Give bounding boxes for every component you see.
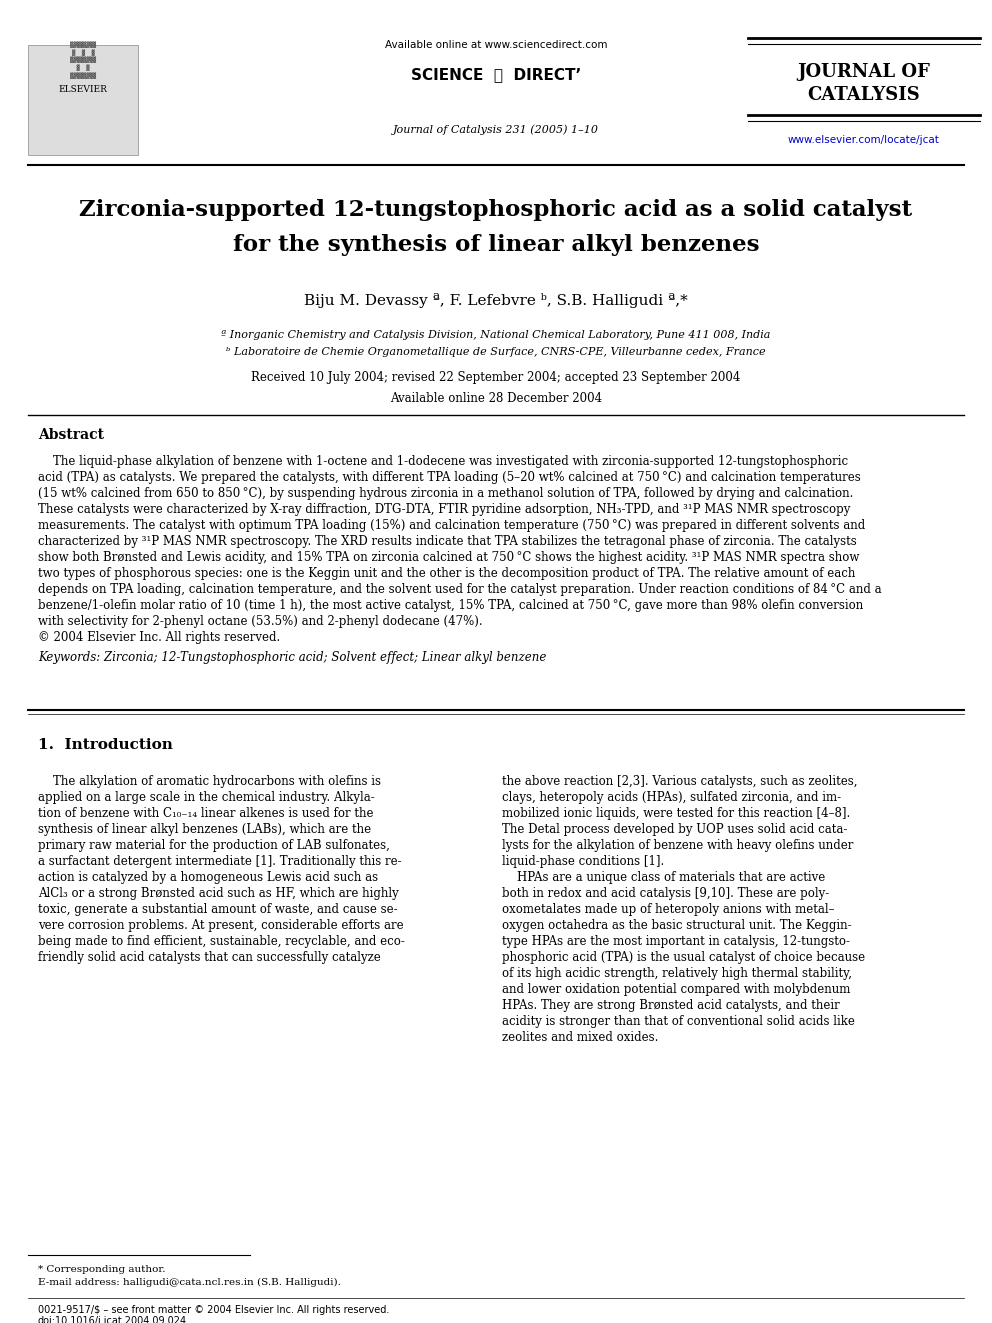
Text: Available online 28 December 2004: Available online 28 December 2004: [390, 392, 602, 405]
FancyBboxPatch shape: [28, 45, 138, 155]
Text: phosphoric acid (TPA) is the usual catalyst of choice because: phosphoric acid (TPA) is the usual catal…: [502, 951, 865, 964]
Text: action is catalyzed by a homogeneous Lewis acid such as: action is catalyzed by a homogeneous Lew…: [38, 871, 378, 884]
Text: both in redox and acid catalysis [9,10]. These are poly-: both in redox and acid catalysis [9,10].…: [502, 886, 829, 900]
Text: E-mail address: halligudi@cata.ncl.res.in (S.B. Halligudi).: E-mail address: halligudi@cata.ncl.res.i…: [38, 1278, 341, 1287]
Text: www.elsevier.com/locate/jcat: www.elsevier.com/locate/jcat: [788, 135, 940, 146]
Text: acidity is stronger than that of conventional solid acids like: acidity is stronger than that of convent…: [502, 1015, 855, 1028]
Text: lysts for the alkylation of benzene with heavy olefins under: lysts for the alkylation of benzene with…: [502, 839, 853, 852]
Text: measurements. The catalyst with optimum TPA loading (15%) and calcination temper: measurements. The catalyst with optimum …: [38, 519, 865, 532]
Text: mobilized ionic liquids, were tested for this reaction [4–8].: mobilized ionic liquids, were tested for…: [502, 807, 850, 820]
Text: Keywords: Zirconia; 12-Tungstophosphoric acid; Solvent effect; Linear alkyl benz: Keywords: Zirconia; 12-Tungstophosphoric…: [38, 651, 547, 664]
Text: HPAs. They are strong Brønsted acid catalysts, and their: HPAs. They are strong Brønsted acid cata…: [502, 999, 840, 1012]
Text: being made to find efficient, sustainable, recyclable, and eco-: being made to find efficient, sustainabl…: [38, 935, 405, 949]
Text: primary raw material for the production of LAB sulfonates,: primary raw material for the production …: [38, 839, 390, 852]
Text: the above reaction [2,3]. Various catalysts, such as zeolites,: the above reaction [2,3]. Various cataly…: [502, 775, 857, 789]
Text: of its high acidic strength, relatively high thermal stability,: of its high acidic strength, relatively …: [502, 967, 852, 980]
Text: JOURNAL OF: JOURNAL OF: [798, 64, 930, 81]
Text: applied on a large scale in the chemical industry. Alkyla-: applied on a large scale in the chemical…: [38, 791, 375, 804]
Text: 0021-9517/$ – see front matter © 2004 Elsevier Inc. All rights reserved.: 0021-9517/$ – see front matter © 2004 El…: [38, 1304, 390, 1315]
Text: ª Inorganic Chemistry and Catalysis Division, National Chemical Laboratory, Pune: ª Inorganic Chemistry and Catalysis Divi…: [221, 329, 771, 340]
Text: 1.  Introduction: 1. Introduction: [38, 738, 173, 751]
Text: oxometalates made up of heteropoly anions with metal–: oxometalates made up of heteropoly anion…: [502, 904, 834, 916]
Text: benzene/1-olefin molar ratio of 10 (time 1 h), the most active catalyst, 15% TPA: benzene/1-olefin molar ratio of 10 (time…: [38, 599, 863, 613]
Text: AlCl₃ or a strong Brønsted acid such as HF, which are highly: AlCl₃ or a strong Brønsted acid such as …: [38, 886, 399, 900]
Text: ᵇ Laboratoire de Chemie Organometallique de Surface, CNRS-CPE, Villeurbanne cede: ᵇ Laboratoire de Chemie Organometallique…: [226, 347, 766, 357]
Text: ▓▓▓▓▓▓▓▓
▓  ▓  ▓
▓▓▓▓▓▓▓▓
  ▓  ▓  
▓▓▓▓▓▓▓▓: ▓▓▓▓▓▓▓▓ ▓ ▓ ▓ ▓▓▓▓▓▓▓▓ ▓ ▓ ▓▓▓▓▓▓▓▓: [70, 41, 96, 79]
Text: type HPAs are the most important in catalysis, 12-tungsto-: type HPAs are the most important in cata…: [502, 935, 850, 949]
Text: Biju M. Devassy ª, F. Lefebvre ᵇ, S.B. Halligudi ª,*: Biju M. Devassy ª, F. Lefebvre ᵇ, S.B. H…: [305, 292, 687, 307]
Text: a surfactant detergent intermediate [1]. Traditionally this re-: a surfactant detergent intermediate [1].…: [38, 855, 402, 868]
Text: vere corrosion problems. At present, considerable efforts are: vere corrosion problems. At present, con…: [38, 919, 404, 931]
Text: friendly solid acid catalysts that can successfully catalyze: friendly solid acid catalysts that can s…: [38, 951, 381, 964]
Text: depends on TPA loading, calcination temperature, and the solvent used for the ca: depends on TPA loading, calcination temp…: [38, 583, 882, 595]
Text: for the synthesis of linear alkyl benzenes: for the synthesis of linear alkyl benzen…: [233, 234, 759, 255]
Text: These catalysts were characterized by X-ray diffraction, DTG-DTA, FTIR pyridine : These catalysts were characterized by X-…: [38, 503, 850, 516]
Text: with selectivity for 2-phenyl octane (53.5%) and 2-phenyl dodecane (47%).: with selectivity for 2-phenyl octane (53…: [38, 615, 483, 628]
Text: ELSEVIER: ELSEVIER: [59, 86, 107, 94]
Text: synthesis of linear alkyl benzenes (LABs), which are the: synthesis of linear alkyl benzenes (LABs…: [38, 823, 371, 836]
Text: Available online at www.sciencedirect.com: Available online at www.sciencedirect.co…: [385, 40, 607, 50]
Text: acid (TPA) as catalysts. We prepared the catalysts, with different TPA loading (: acid (TPA) as catalysts. We prepared the…: [38, 471, 861, 484]
Text: toxic, generate a substantial amount of waste, and cause se-: toxic, generate a substantial amount of …: [38, 904, 398, 916]
Text: and lower oxidation potential compared with molybdenum: and lower oxidation potential compared w…: [502, 983, 850, 996]
Text: The liquid-phase alkylation of benzene with 1-octene and 1-dodecene was investig: The liquid-phase alkylation of benzene w…: [38, 455, 848, 468]
Text: Received 10 July 2004; revised 22 September 2004; accepted 23 September 2004: Received 10 July 2004; revised 22 Septem…: [251, 372, 741, 385]
Text: Journal of Catalysis 231 (2005) 1–10: Journal of Catalysis 231 (2005) 1–10: [393, 124, 599, 135]
Text: HPAs are a unique class of materials that are active: HPAs are a unique class of materials tha…: [502, 871, 825, 884]
Text: zeolites and mixed oxides.: zeolites and mixed oxides.: [502, 1031, 659, 1044]
Text: characterized by ³¹P MAS NMR spectroscopy. The XRD results indicate that TPA sta: characterized by ³¹P MAS NMR spectroscop…: [38, 534, 857, 548]
Text: * Corresponding author.: * Corresponding author.: [38, 1265, 166, 1274]
Text: CATALYSIS: CATALYSIS: [807, 86, 921, 105]
Text: Abstract: Abstract: [38, 429, 104, 442]
Text: tion of benzene with C₁₀₋₁₄ linear alkenes is used for the: tion of benzene with C₁₀₋₁₄ linear alken…: [38, 807, 374, 820]
Text: clays, heteropoly acids (HPAs), sulfated zirconia, and im-: clays, heteropoly acids (HPAs), sulfated…: [502, 791, 841, 804]
Text: SCIENCE  ⓓ  DIRECT’: SCIENCE ⓓ DIRECT’: [411, 67, 581, 82]
Text: show both Brønsted and Lewis acidity, and 15% TPA on zirconia calcined at 750 °C: show both Brønsted and Lewis acidity, an…: [38, 550, 859, 564]
Text: two types of phosphorous species: one is the Keggin unit and the other is the de: two types of phosphorous species: one is…: [38, 568, 855, 579]
Text: oxygen octahedra as the basic structural unit. The Keggin-: oxygen octahedra as the basic structural…: [502, 919, 851, 931]
Text: © 2004 Elsevier Inc. All rights reserved.: © 2004 Elsevier Inc. All rights reserved…: [38, 631, 281, 644]
Text: liquid-phase conditions [1].: liquid-phase conditions [1].: [502, 855, 665, 868]
Text: The alkylation of aromatic hydrocarbons with olefins is: The alkylation of aromatic hydrocarbons …: [38, 775, 381, 789]
Text: Zirconia-supported 12-tungstophosphoric acid as a solid catalyst: Zirconia-supported 12-tungstophosphoric …: [79, 198, 913, 221]
Text: The Detal process developed by UOP uses solid acid cata-: The Detal process developed by UOP uses …: [502, 823, 847, 836]
Text: (15 wt% calcined from 650 to 850 °C), by suspending hydrous zirconia in a methan: (15 wt% calcined from 650 to 850 °C), by…: [38, 487, 853, 500]
Text: doi:10.1016/j.jcat.2004.09.024: doi:10.1016/j.jcat.2004.09.024: [38, 1316, 187, 1323]
